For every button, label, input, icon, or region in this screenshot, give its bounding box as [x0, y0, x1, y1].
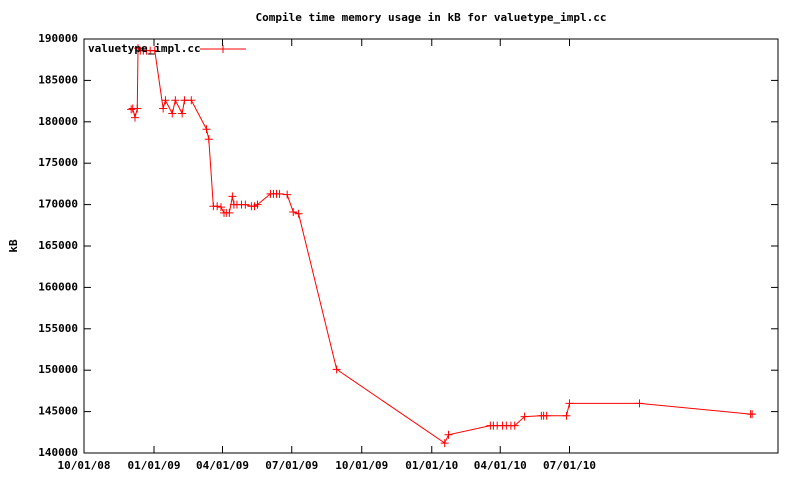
data-point [225, 208, 234, 217]
data-point [294, 209, 303, 218]
data-point [562, 411, 571, 420]
data-point [253, 200, 262, 209]
y-tick-label: 150000 [38, 363, 78, 376]
data-point [542, 411, 551, 420]
data-point [180, 96, 189, 105]
x-tick-label: 10/01/09 [335, 459, 388, 472]
data-point [171, 96, 180, 105]
data-point [213, 202, 222, 211]
legend-marker [219, 45, 227, 53]
data-point [202, 125, 211, 134]
y-tick-label: 185000 [38, 73, 78, 86]
data-point [150, 46, 159, 55]
data-point [168, 109, 177, 118]
y-tick-label: 175000 [38, 156, 78, 169]
data-point [440, 439, 449, 448]
data-point [510, 421, 519, 430]
y-tick-label: 165000 [38, 239, 78, 252]
data-point [520, 412, 529, 421]
y-tick-label: 190000 [38, 32, 78, 45]
data-point [332, 365, 341, 374]
y-tick-label: 180000 [38, 115, 78, 128]
data-point [228, 192, 237, 201]
data-point [133, 104, 142, 113]
x-tick-label: 04/01/10 [474, 459, 527, 472]
y-tick-label: 155000 [38, 322, 78, 335]
legend-label: valuetype_impl.cc [88, 42, 201, 55]
data-point [187, 96, 196, 105]
data-point [159, 104, 168, 113]
x-tick-label: 01/01/09 [128, 459, 181, 472]
data-point [289, 208, 298, 217]
x-tick-label: 07/01/09 [265, 459, 318, 472]
data-point [161, 96, 170, 105]
y-axis-label: kB [7, 239, 20, 253]
x-tick-label: 04/01/09 [196, 459, 249, 472]
data-point [748, 410, 757, 419]
data-point [204, 135, 213, 144]
x-tick-label: 01/01/10 [405, 459, 458, 472]
y-tick-label: 145000 [38, 405, 78, 418]
data-point [241, 200, 250, 209]
data-point [444, 430, 453, 439]
x-tick-label: 10/01/08 [58, 459, 111, 472]
data-point [127, 105, 136, 114]
chart-title: Compile time memory usage in kB for valu… [256, 11, 607, 24]
y-tick-label: 170000 [38, 198, 78, 211]
data-point [178, 109, 187, 118]
data-point [275, 189, 284, 198]
x-tick-label: 07/01/10 [543, 459, 596, 472]
data-point [283, 190, 292, 199]
data-point [130, 113, 139, 122]
y-tick-label: 140000 [38, 446, 78, 459]
y-tick-label: 160000 [38, 280, 78, 293]
data-point [216, 203, 225, 212]
data-point [565, 399, 574, 408]
data-point [635, 399, 644, 408]
